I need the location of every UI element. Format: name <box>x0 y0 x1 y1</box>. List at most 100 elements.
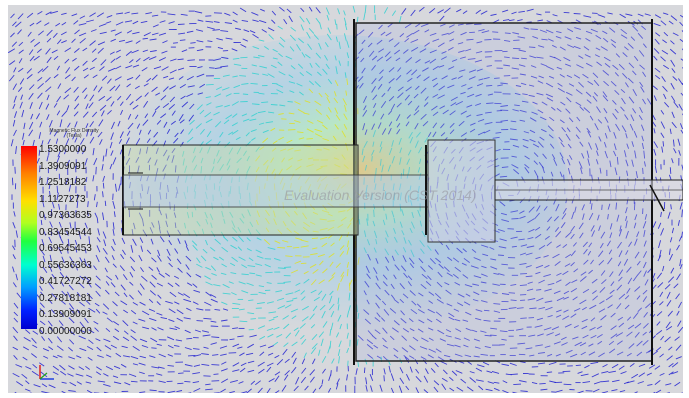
field-arrow <box>337 282 340 291</box>
field-arrow <box>68 317 75 324</box>
field-arrow <box>654 365 661 370</box>
field-arrow <box>553 341 561 345</box>
field-arrow <box>561 213 567 220</box>
field-arrow <box>566 74 573 79</box>
field-arrow <box>259 65 268 69</box>
field-arrow <box>219 163 224 171</box>
field-arrow <box>267 73 275 78</box>
axis-triad-icon[interactable] <box>35 361 57 383</box>
field-arrow <box>141 275 148 282</box>
field-arrow <box>292 357 297 365</box>
field-arrow <box>652 221 657 228</box>
field-arrow <box>461 262 467 266</box>
field-arrow <box>131 229 134 236</box>
field-arrow <box>97 131 103 138</box>
field-arrow <box>548 134 554 139</box>
field-arrow <box>454 318 461 322</box>
field-arrow <box>512 32 520 35</box>
field-arrow <box>429 49 437 54</box>
field-arrow <box>79 321 85 328</box>
field-arrow <box>471 248 477 253</box>
field-arrow <box>319 22 322 30</box>
field-arrow <box>182 150 185 157</box>
field-arrow <box>329 261 334 267</box>
field-arrow <box>410 308 418 315</box>
field-arrow <box>388 121 393 127</box>
field-arrow <box>63 149 67 155</box>
field-arrow <box>375 294 382 301</box>
field-arrow <box>376 312 381 318</box>
field-arrow <box>317 119 324 124</box>
field-arrow <box>236 157 242 164</box>
field-arrow <box>573 307 581 312</box>
field-arrow <box>371 149 375 156</box>
field-arrow <box>380 174 382 181</box>
field-arrow <box>391 156 395 164</box>
field-arrow <box>356 16 359 23</box>
field-arrow <box>340 271 345 277</box>
field-arrow <box>420 23 429 28</box>
field-arrow <box>678 150 681 156</box>
field-arrow <box>652 391 656 393</box>
field-arrow <box>616 214 620 222</box>
field-arrow <box>644 214 648 220</box>
field-arrow <box>517 342 526 345</box>
field-arrow <box>399 203 402 212</box>
field-arrow <box>12 21 17 27</box>
field-arrow <box>646 372 652 376</box>
field-arrow <box>51 49 58 54</box>
field-arrow <box>673 283 679 289</box>
field-arrow <box>315 7 321 14</box>
field-arrow <box>541 101 548 106</box>
simulation-viewport[interactable]: Magnetic Flux Density (Tesla) 1.5300000 1… <box>8 5 683 393</box>
field-arrow <box>246 248 252 252</box>
field-arrow <box>389 335 395 341</box>
field-arrow <box>239 320 248 323</box>
field-arrow <box>373 267 378 275</box>
field-arrow <box>573 268 579 273</box>
field-arrow <box>273 218 277 226</box>
field-arrow <box>486 84 493 87</box>
field-arrow <box>520 82 527 86</box>
field-arrow <box>194 10 203 14</box>
field-arrow <box>76 200 79 208</box>
field-arrow <box>609 27 616 33</box>
field-arrow <box>626 143 630 149</box>
field-arrow <box>475 367 483 372</box>
field-arrow <box>295 237 303 241</box>
field-arrow <box>474 23 482 25</box>
field-arrow <box>169 327 178 331</box>
field-arrow <box>329 290 334 296</box>
field-arrow <box>415 368 420 374</box>
field-arrow <box>312 211 319 215</box>
field-arrow <box>611 363 619 369</box>
field-arrow <box>211 202 213 210</box>
field-arrow <box>11 177 14 186</box>
field-arrow <box>96 366 102 371</box>
field-arrow <box>616 340 623 345</box>
field-arrow <box>161 50 168 54</box>
field-arrow <box>413 93 419 99</box>
field-arrow <box>388 78 395 84</box>
field-arrow <box>390 387 394 393</box>
field-arrow <box>417 167 421 173</box>
field-arrow <box>268 203 272 210</box>
field-arrow <box>415 132 421 138</box>
field-arrow <box>598 259 605 266</box>
field-arrow <box>162 103 170 109</box>
field-arrow <box>347 222 352 229</box>
field-arrow <box>297 131 304 134</box>
field-arrow <box>126 130 131 136</box>
field-arrow <box>599 242 604 249</box>
field-arrow <box>102 248 108 255</box>
field-arrow <box>615 123 620 131</box>
field-arrow <box>64 47 72 52</box>
field-arrow <box>364 280 370 288</box>
field-arrow <box>427 131 432 138</box>
field-arrow <box>582 241 588 248</box>
field-arrow <box>672 76 678 81</box>
field-arrow <box>679 123 683 130</box>
field-arrow <box>169 96 176 103</box>
field-arrow <box>285 292 294 296</box>
field-arrow <box>352 5 356 13</box>
